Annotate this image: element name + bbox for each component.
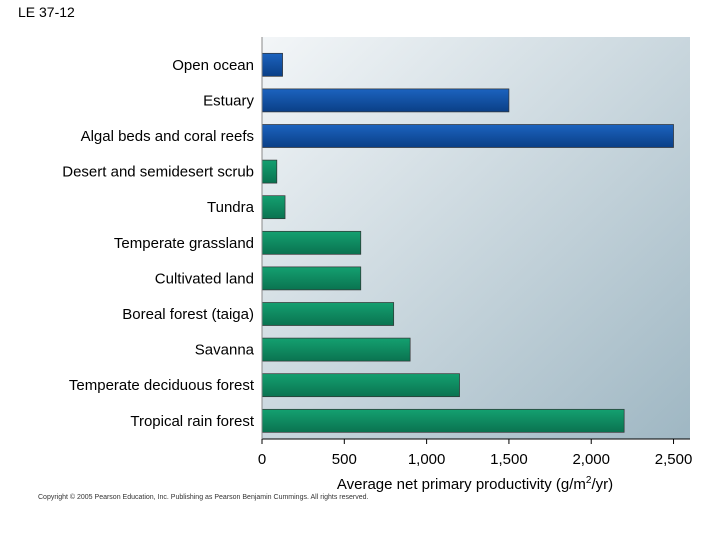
bar-4 <box>261 195 286 220</box>
copyright-notice: Copyright © 2005 Pearson Education, Inc.… <box>38 494 369 501</box>
bar-2 <box>261 124 674 148</box>
category-label-9: Temperate deciduous forest <box>69 377 255 394</box>
bar-6 <box>261 266 362 291</box>
x-tick-label-1: 500 <box>332 451 357 468</box>
category-label-0: Open ocean <box>172 57 254 74</box>
category-label-7: Boreal forest (taiga) <box>122 306 254 323</box>
category-label-5: Temperate grassland <box>114 235 254 252</box>
bar-9 <box>261 373 460 398</box>
category-label-2: Algal beds and coral reefs <box>81 128 254 145</box>
category-label-1: Estuary <box>203 92 254 109</box>
x-tick-label-3: 1,500 <box>490 451 528 468</box>
category-label-8: Savanna <box>195 342 255 359</box>
bar-7 <box>261 302 395 326</box>
x-tick-label-0: 0 <box>258 451 266 468</box>
category-label-4: Tundra <box>207 199 255 216</box>
bar-3 <box>261 159 278 184</box>
slide-label: LE 37-12 <box>18 4 75 20</box>
bar-10 <box>261 408 625 433</box>
x-tick-label-5: 2,500 <box>655 451 693 468</box>
x-tick-label-4: 2,000 <box>572 451 610 468</box>
bar-1 <box>261 88 510 113</box>
bar-0 <box>261 52 283 77</box>
x-tick-label-2: 1,000 <box>408 451 446 468</box>
category-label-6: Cultivated land <box>155 270 254 287</box>
bar-8 <box>261 337 411 362</box>
category-label-3: Desert and semidesert scrub <box>62 164 254 181</box>
category-label-10: Tropical rain forest <box>130 413 254 430</box>
x-axis-title: Average net primary productivity (g/m2/y… <box>337 475 613 493</box>
bar-5 <box>261 230 362 255</box>
